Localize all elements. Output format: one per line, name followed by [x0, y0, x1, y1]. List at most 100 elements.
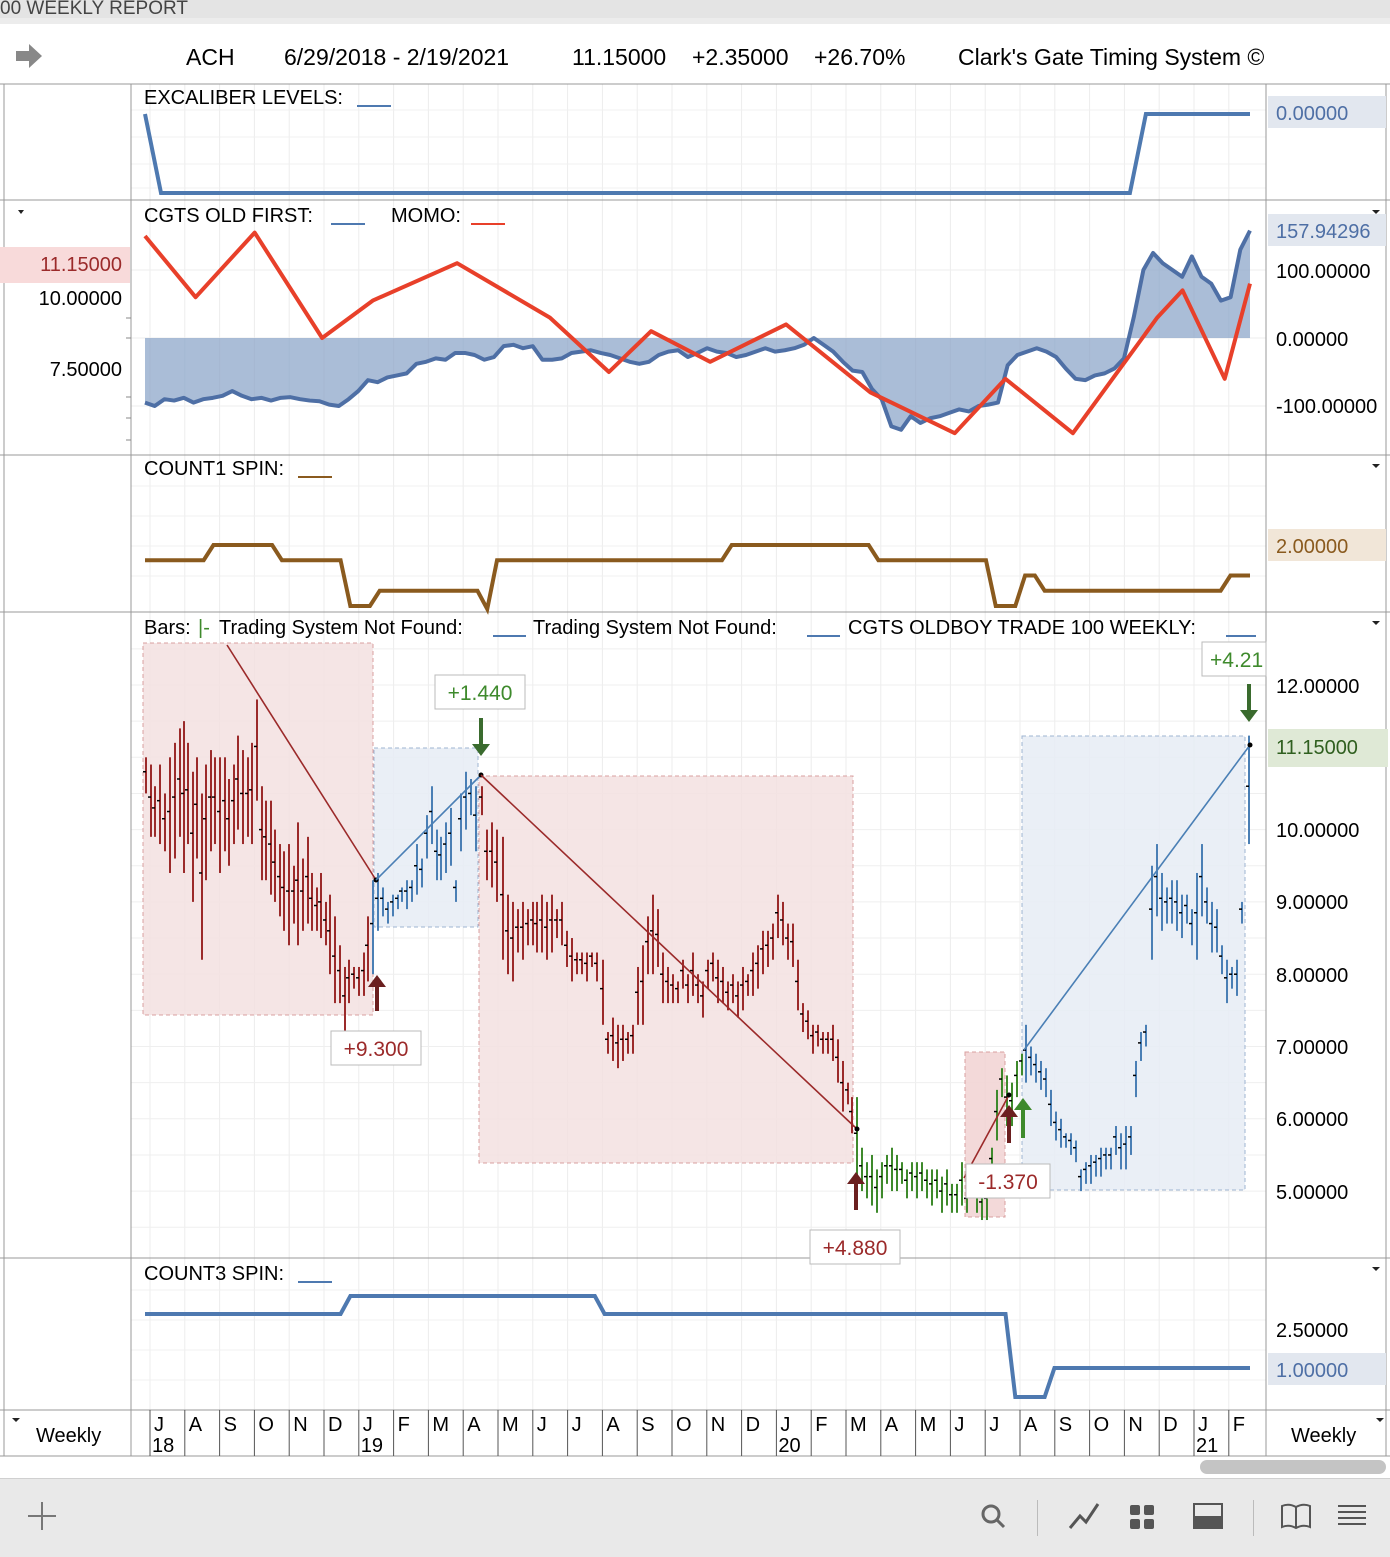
collapse-icon[interactable] [18, 210, 24, 214]
month-label: A [606, 1414, 620, 1436]
month-label: J [154, 1414, 164, 1436]
grid-icon[interactable] [1122, 1496, 1162, 1536]
menu-icon[interactable] [1332, 1496, 1372, 1536]
symbol: ACH [186, 44, 235, 70]
cgts-line [144, 229, 1252, 432]
month-label: J [780, 1414, 790, 1436]
cgts-value: 157.94296 [1276, 221, 1371, 243]
price-tick: 6.00000 [1276, 1109, 1348, 1131]
count3-tick: 2.50000 [1276, 1320, 1348, 1342]
year-label: 19 [361, 1435, 383, 1457]
price-change: +2.35000 [692, 44, 789, 70]
month-label: S [1059, 1414, 1072, 1436]
month-label: O [1094, 1414, 1110, 1436]
trade-annotation: +1.440 [434, 674, 526, 710]
month-label: J [537, 1414, 547, 1436]
month-label: F [398, 1414, 410, 1436]
svg-text:+4.21: +4.21 [1210, 649, 1263, 672]
svg-text:+9.300: +9.300 [344, 1038, 409, 1061]
month-label: S [224, 1414, 237, 1436]
month-label: D [1163, 1414, 1177, 1436]
date-range: 6/29/2018 - 2/19/2021 [284, 44, 510, 70]
month-label: F [815, 1414, 827, 1436]
excaliber-label: EXCALIBER LEVELS: [144, 87, 343, 109]
month-label: J [572, 1414, 582, 1436]
period-selector-left[interactable]: Weekly [36, 1425, 101, 1447]
month-label: J [989, 1414, 999, 1436]
panel-icon[interactable] [1188, 1496, 1228, 1536]
bars-system2-label: Trading System Not Found: [533, 617, 777, 639]
count3-label: COUNT3 SPIN: [144, 1263, 284, 1285]
trade-box [478, 775, 854, 1164]
cgts-label: CGTS OLD FIRST: [144, 205, 313, 227]
cgts-tick: 0.00000 [1276, 329, 1348, 351]
month-label: A [1024, 1414, 1038, 1436]
bars-system1-label: Trading System Not Found: [219, 617, 463, 639]
collapse-icon[interactable] [1372, 1267, 1380, 1271]
line-chart-icon[interactable] [1064, 1496, 1104, 1536]
trade-line [226, 644, 377, 881]
month-label: S [641, 1414, 654, 1436]
time-axis: J A S O N D J F M A M J J A S O N D J F M A M J J A S O N D J F18 19 20 21 [149, 1410, 1245, 1457]
trade-annotation: +9.300 [330, 1030, 422, 1066]
left-price-value: 11.15000 [40, 254, 122, 276]
cgts-tick: 100.00000 [1276, 261, 1371, 283]
month-label: N [1128, 1414, 1142, 1436]
trade-point [1006, 1092, 1012, 1098]
trade-box [142, 642, 374, 1016]
year-label: 20 [778, 1435, 800, 1457]
month-label: A [467, 1414, 481, 1436]
book-icon[interactable] [1276, 1496, 1316, 1536]
price-tick: 10.00000 [1276, 820, 1359, 842]
cgts-area [145, 230, 1250, 430]
momo-line [143, 230, 1252, 436]
left-price-tick: 10.00000 [39, 288, 122, 310]
trade-annotation: +4.21 [1201, 641, 1267, 677]
trade-annotation: -1.370 [965, 1163, 1051, 1199]
left-price-tick: 7.50000 [50, 359, 122, 381]
price-change-pct: +26.70% [814, 44, 906, 70]
bottom-toolbar [0, 1478, 1390, 1557]
horizontal-scrollbar[interactable] [1200, 1460, 1386, 1474]
plus-icon[interactable] [22, 1496, 62, 1536]
arrow-icon[interactable] [14, 42, 44, 70]
price-tick: 12.00000 [1276, 676, 1359, 698]
bars-system3-label: CGTS OLDBOY TRADE 100 WEEKLY: [848, 617, 1196, 639]
month-label: M [432, 1414, 449, 1436]
trade-line [375, 774, 482, 881]
year-label: 18 [152, 1435, 174, 1457]
count1-line [145, 543, 1250, 615]
excaliber-value: 0.00000 [1276, 103, 1348, 125]
month-label: J [1198, 1414, 1208, 1436]
svg-text:+1.440: +1.440 [448, 682, 513, 705]
month-label: D [746, 1414, 760, 1436]
price-value: 11.15000 [1276, 737, 1358, 759]
trade-annotation: +4.880 [809, 1229, 901, 1265]
month-label: A [885, 1414, 899, 1436]
collapse-icon[interactable] [1372, 210, 1380, 214]
window-title: 00 WEEKLY REPORT [0, 0, 1390, 18]
chevron-down-icon[interactable] [1376, 1418, 1384, 1422]
collapse-icon[interactable] [1372, 464, 1380, 468]
trade-point [1247, 742, 1253, 748]
month-label: F [1233, 1414, 1245, 1436]
count1-label: COUNT1 SPIN: [144, 458, 284, 480]
month-label: A [189, 1414, 203, 1436]
price-tick: 9.00000 [1276, 892, 1348, 914]
trade-line [480, 774, 858, 1130]
trade-point [854, 1126, 860, 1132]
chevron-down-icon[interactable] [12, 1418, 20, 1422]
excaliber-line [143, 112, 1250, 195]
last-price: 11.15000 [572, 44, 667, 70]
collapse-icon[interactable] [1372, 621, 1380, 625]
search-icon[interactable] [974, 1496, 1014, 1536]
svg-text:+4.880: +4.880 [823, 1237, 888, 1260]
svg-text:-1.370: -1.370 [978, 1171, 1038, 1194]
bars-label-mid: |- [198, 617, 210, 639]
month-label: D [328, 1414, 342, 1436]
month-label: O [676, 1414, 692, 1436]
price-tick: 7.00000 [1276, 1037, 1348, 1059]
trade-arrows [368, 684, 1258, 1210]
period-selector-right[interactable]: Weekly [1291, 1425, 1356, 1447]
bars-label-prefix: Bars: [144, 617, 191, 639]
